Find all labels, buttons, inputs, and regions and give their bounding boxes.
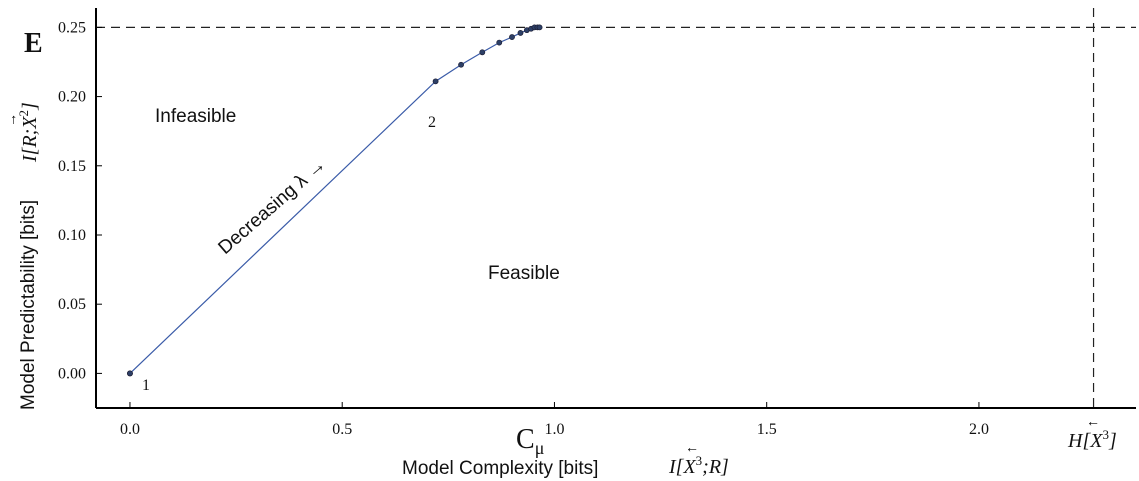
curve-point — [479, 49, 486, 56]
curve-point — [517, 30, 524, 36]
svg-text:←: ← — [1086, 415, 1100, 430]
curve-point — [127, 370, 133, 377]
x-tick-label: 0.0 — [120, 421, 140, 438]
curve-point — [509, 34, 515, 40]
svg-text:I[R;X2]: I[R;X2] — [16, 102, 41, 163]
x-tick-label: 1.5 — [757, 421, 777, 438]
x-axis-title: Model Complexity [bits] — [402, 458, 598, 479]
curve-point — [536, 24, 543, 31]
y-tick-label: 0.25 — [58, 19, 86, 36]
y-tick-label: 0.20 — [58, 89, 86, 106]
curve-point — [458, 61, 464, 68]
svg-text:→: → — [5, 113, 20, 127]
infeasible-label: Infeasible — [155, 106, 236, 127]
curve-point — [496, 39, 503, 46]
x-axis-math-label: I[X3;R] ← — [668, 441, 729, 478]
y-tick-label: 0.10 — [58, 227, 86, 244]
curve-point — [432, 78, 439, 85]
ticks: 0.0 0.5 1.0 1.5 2.0 0.00 0.05 0.10 0.15 0.20 0.25 — [58, 19, 989, 438]
x-math-X: X — [682, 456, 696, 478]
h-label: H[X3] ← — [1067, 415, 1117, 452]
c-mu-label: Cμ — [516, 424, 544, 458]
point-1-label: 1 — [142, 377, 150, 394]
point-2-label: 2 — [428, 114, 436, 131]
y-tick-label: 0.00 — [58, 365, 86, 382]
feasible-label: Feasible — [488, 263, 560, 284]
y-axis-title: Model Predictability [bits] — [18, 200, 39, 410]
x-tick-label: 2.0 — [969, 421, 989, 438]
x-math-arrow: ← — [685, 441, 699, 456]
axes — [95, 8, 1136, 409]
reference-lines — [96, 8, 1136, 408]
svg-text:I[X3;R]: I[X3;R] — [668, 453, 729, 478]
svg-text:H[X3]: H[X3] — [1067, 427, 1117, 452]
y-tick-label: 0.15 — [58, 158, 86, 175]
x-tick-label: 1.0 — [544, 421, 564, 438]
curve — [127, 24, 543, 377]
e-label: E — [24, 28, 43, 59]
x-tick-label: 0.5 — [332, 421, 352, 438]
y-axis-math-label: I[R;X2] → — [5, 102, 41, 163]
direction-annotation: Decreasing λ → — [215, 154, 331, 259]
curve-line — [129, 26, 540, 374]
y-tick-label: 0.05 — [58, 296, 86, 313]
